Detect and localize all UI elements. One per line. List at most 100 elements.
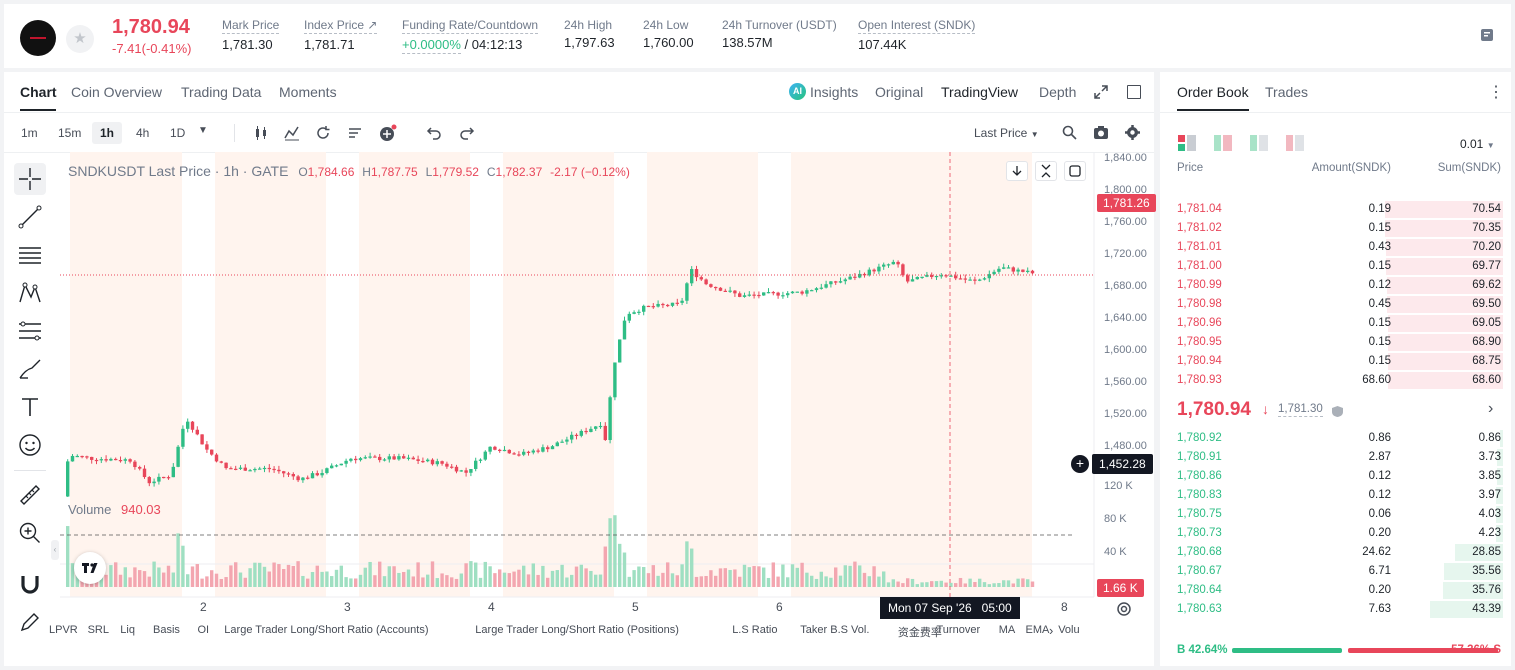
- view-bids-icon[interactable]: [1214, 135, 1232, 151]
- add-order-plus-icon[interactable]: +: [1071, 455, 1089, 473]
- text-tool-icon[interactable]: [14, 391, 46, 423]
- view-both-icon[interactable]: [1178, 135, 1196, 151]
- price-axis[interactable]: 1,840.00 1,800.00 1,760.00 1,720.00 1,680.00…: [1096, 152, 1154, 572]
- volume-bar: [166, 565, 171, 587]
- indicator-item[interactable]: Large Trader Long/Short Ratio (Accounts): [224, 624, 429, 636]
- ob-chevron-right-icon[interactable]: ›: [1488, 400, 1494, 417]
- chart-settings-gear-icon[interactable]: [1116, 601, 1132, 617]
- bid-row[interactable]: 1,780.92 0.86 0.86: [1160, 429, 1511, 448]
- more-menu-icon[interactable]: ⋮: [1488, 84, 1504, 101]
- bid-row[interactable]: 1,780.68 24.62 28.85: [1160, 543, 1511, 562]
- ask-row[interactable]: 1,780.93 68.60 68.60: [1160, 371, 1511, 390]
- search-icon[interactable]: [1062, 125, 1077, 140]
- price-chart[interactable]: [4, 152, 1154, 666]
- ask-row[interactable]: 1,780.98 0.45 69.50: [1160, 295, 1511, 314]
- bid-row[interactable]: 1,780.63 7.63 43.39: [1160, 600, 1511, 619]
- indicator-item[interactable]: L.S Ratio: [732, 624, 778, 636]
- window-icon[interactable]: [1127, 85, 1141, 99]
- bid-row[interactable]: 1,780.75 0.06 4.03: [1160, 505, 1511, 524]
- tab-coin-overview[interactable]: Coin Overview: [71, 84, 163, 100]
- bid-row[interactable]: 1,780.64 0.20 35.76: [1160, 581, 1511, 600]
- ask-row[interactable]: 1,781.02 0.15 70.35: [1160, 219, 1511, 238]
- indicator-item[interactable]: Large Trader Long/Short Ratio (Positions…: [475, 624, 679, 636]
- tab-order-book[interactable]: Order Book: [1177, 84, 1249, 100]
- indicator-item[interactable]: SRL: [87, 624, 109, 636]
- indicator-item[interactable]: Basis: [153, 624, 180, 636]
- timeframe-1m[interactable]: 1m: [21, 126, 38, 140]
- time-axis[interactable]: 2 3 4 5 6 8: [60, 599, 1096, 617]
- indicator-item[interactable]: LPVR: [49, 624, 78, 636]
- expand-icon[interactable]: [1094, 85, 1108, 99]
- tab-chart[interactable]: Chart: [20, 84, 57, 100]
- legend-symbol: SNDKUSDT Last Price · 1h · GATE: [68, 163, 289, 179]
- bid-row[interactable]: 1,780.83 0.12 3.97: [1160, 486, 1511, 505]
- tradingview-logo-icon[interactable]: [74, 552, 106, 584]
- undo-icon[interactable]: [426, 125, 442, 141]
- tab-trades[interactable]: Trades: [1265, 84, 1309, 100]
- book-icon[interactable]: [1478, 26, 1496, 44]
- ask-row[interactable]: 1,781.00 0.15 69.77: [1160, 257, 1511, 276]
- brush-tool-icon[interactable]: [14, 353, 46, 385]
- view-asks-icon[interactable]: [1286, 135, 1304, 151]
- timeframe-15m[interactable]: 15m: [58, 126, 82, 140]
- indicator-scroll-right-icon[interactable]: ›: [1049, 623, 1054, 638]
- timeframe-1d[interactable]: 1D: [170, 126, 186, 140]
- horizontal-lines-tool-icon[interactable]: [14, 239, 46, 271]
- view-green-icon[interactable]: [1250, 135, 1268, 151]
- bid-row[interactable]: 1,780.73 0.20 4.23: [1160, 524, 1511, 543]
- tab-insights[interactable]: Insights: [810, 84, 859, 100]
- bid-row[interactable]: 1,780.86 0.12 3.85: [1160, 467, 1511, 486]
- zoom-in-tool-icon[interactable]: [14, 517, 46, 549]
- collapse-tools-icon[interactable]: ‹: [51, 540, 59, 560]
- bid-row[interactable]: 1,780.67 6.71 35.56: [1160, 562, 1511, 581]
- indicator-item[interactable]: Taker B.S Vol.: [800, 624, 870, 636]
- maximize-pane-icon[interactable]: [1064, 161, 1086, 181]
- pencil-lock-tool-icon[interactable]: [14, 606, 46, 638]
- collapse-chart-icon[interactable]: [1035, 161, 1057, 181]
- settings-gear-icon[interactable]: [1125, 125, 1140, 140]
- ask-row[interactable]: 1,780.94 0.15 68.75: [1160, 352, 1511, 371]
- stat-index-price[interactable]: Index Price ↗ 1,781.71: [304, 18, 378, 52]
- favorite-star-icon[interactable]: ★: [66, 25, 94, 53]
- ask-row[interactable]: 1,781.04 0.19 70.54: [1160, 200, 1511, 219]
- templates-icon[interactable]: [347, 125, 363, 141]
- pattern-tool-icon[interactable]: [14, 277, 46, 309]
- candle-type-icon[interactable]: [253, 125, 269, 141]
- tab-trading-data[interactable]: Trading Data: [181, 84, 262, 100]
- emoji-tool-icon[interactable]: [14, 429, 46, 461]
- ask-row[interactable]: 1,780.99 0.12 69.62: [1160, 276, 1511, 295]
- timeframe-4h[interactable]: 4h: [136, 126, 150, 140]
- replay-icon[interactable]: [315, 125, 331, 141]
- ask-row[interactable]: 1,780.96 0.15 69.05: [1160, 314, 1511, 333]
- trend-line-tool-icon[interactable]: [14, 201, 46, 233]
- indicators-icon[interactable]: [284, 125, 300, 141]
- indicator-item[interactable]: Liq: [120, 624, 135, 636]
- timeframe-1h[interactable]: 1h: [92, 122, 123, 144]
- indicator-item[interactable]: MA: [998, 624, 1016, 636]
- fib-tool-icon[interactable]: [14, 315, 46, 347]
- camera-icon[interactable]: [1093, 125, 1109, 140]
- indicator-item[interactable]: 资金费率: [897, 627, 942, 639]
- candle-body: [584, 430, 588, 433]
- ruler-tool-icon[interactable]: [14, 479, 46, 511]
- indicator-item[interactable]: EMA: [1025, 624, 1050, 636]
- precision-select[interactable]: 0.01 ▼: [1460, 137, 1495, 151]
- scroll-to-latest-icon[interactable]: [1006, 161, 1028, 181]
- tab-moments[interactable]: Moments: [279, 84, 337, 100]
- indicator-item[interactable]: OI: [197, 624, 210, 636]
- timeframe-dropdown-icon[interactable]: ▼: [198, 125, 208, 136]
- add-alert-icon[interactable]: [379, 124, 397, 142]
- crosshair-tool-icon[interactable]: [14, 163, 46, 195]
- tab-original[interactable]: Original: [875, 84, 924, 100]
- tab-tradingview[interactable]: TradingView: [941, 84, 1019, 100]
- tab-depth[interactable]: Depth: [1039, 84, 1077, 100]
- bid-row[interactable]: 1,780.91 2.87 3.73: [1160, 448, 1511, 467]
- price-type-select[interactable]: Last Price ▼: [974, 126, 1039, 140]
- indicator-item[interactable]: Turnover: [936, 624, 981, 636]
- ask-row[interactable]: 1,780.95 0.15 68.90: [1160, 333, 1511, 352]
- candle-body: [747, 294, 751, 296]
- indicator-item[interactable]: Volu: [1058, 624, 1080, 636]
- redo-icon[interactable]: [459, 125, 475, 141]
- ask-row[interactable]: 1,781.01 0.43 70.20: [1160, 238, 1511, 257]
- magnet-tool-icon[interactable]: [14, 568, 46, 600]
